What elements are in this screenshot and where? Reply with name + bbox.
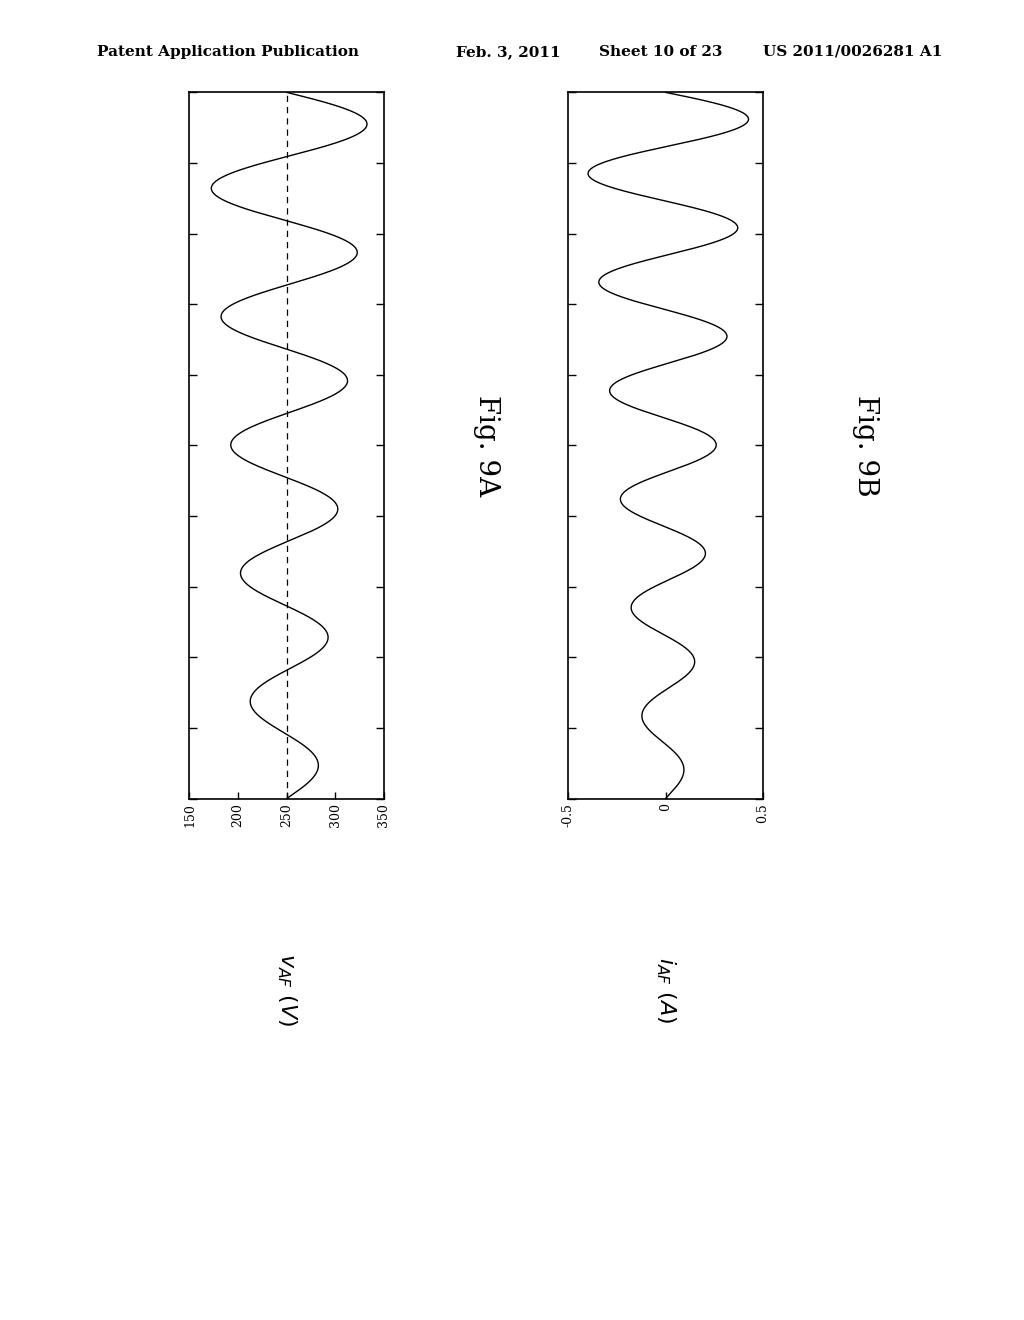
Text: Sheet 10 of 23: Sheet 10 of 23 (599, 45, 723, 59)
Text: $i_{AF}\ (A)$: $i_{AF}\ (A)$ (653, 957, 678, 1023)
Text: Fig. 9B: Fig. 9B (852, 395, 879, 496)
Text: Patent Application Publication: Patent Application Publication (97, 45, 359, 59)
Text: Feb. 3, 2011: Feb. 3, 2011 (456, 45, 560, 59)
Text: Fig. 9A: Fig. 9A (473, 395, 500, 496)
Text: US 2011/0026281 A1: US 2011/0026281 A1 (763, 45, 942, 59)
Text: $v_{AF}\ (V)$: $v_{AF}\ (V)$ (274, 953, 299, 1027)
